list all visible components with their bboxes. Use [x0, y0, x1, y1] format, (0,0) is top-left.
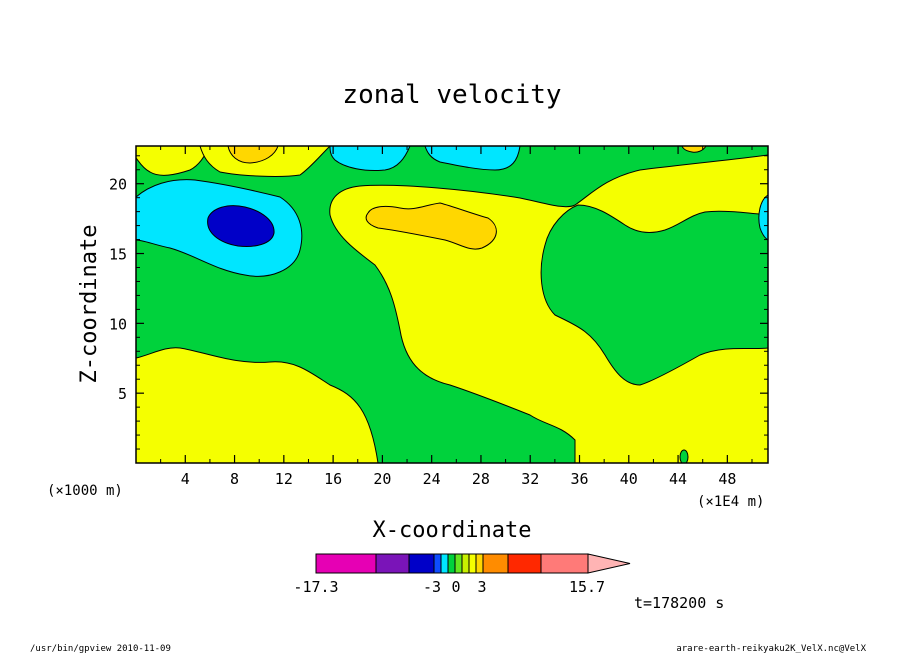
y-tick-label: 10 — [109, 315, 127, 333]
colorbar-segment — [475, 553, 484, 574]
colorbar-segment — [468, 553, 477, 574]
y-ticks: 5 10 15 20 — [109, 155, 768, 450]
colorbar-segment — [440, 553, 449, 574]
colorbar-segment — [507, 553, 542, 574]
x-tick-label: 32 — [521, 470, 539, 488]
x-unit-left: (×1000 m) — [47, 483, 123, 499]
footer-left: /usr/bin/gpview 2010-11-09 — [30, 644, 171, 654]
colorbar-label: 15.7 — [569, 578, 605, 596]
y-tick-label: 20 — [109, 176, 127, 194]
colorbar-segment — [482, 553, 509, 574]
x-tick-label: 48 — [718, 470, 736, 488]
x-axis-label: X-coordinate — [373, 518, 532, 543]
footer-right: arare-earth-reikyaku2K_VelX.nc@VelX — [676, 644, 866, 654]
x-tick-label: 20 — [373, 470, 391, 488]
y-tick-label: 5 — [118, 385, 127, 403]
colorbar-label: -3 — [423, 578, 441, 596]
colorbar-segment — [315, 553, 377, 574]
colorbar — [315, 553, 631, 574]
y-tick-label: 15 — [109, 246, 127, 264]
x-tick-label: 16 — [324, 470, 342, 488]
colorbar-label: -17.3 — [293, 578, 338, 596]
region-orange-top — [227, 146, 279, 164]
region-orange-topright — [681, 146, 707, 153]
colorbar-labels: -17.3 -3 0 3 15.7 — [293, 578, 605, 596]
colorbar-label: 0 — [451, 578, 460, 596]
x-tick-label: 4 — [181, 470, 190, 488]
region-cyan-top2 — [424, 146, 521, 171]
colorbar-segment — [540, 553, 589, 574]
colorbar-segment — [461, 553, 470, 574]
x-unit-right: (×1E4 m) — [697, 494, 764, 510]
colorbar-segment — [375, 553, 410, 574]
region-yellow-top — [136, 146, 211, 176]
region-cyan-top1 — [329, 146, 411, 171]
region-green-spot — [679, 449, 689, 463]
time-label: t=178200 s — [634, 594, 724, 612]
x-tick-label: 12 — [275, 470, 293, 488]
colorbar-segment — [433, 553, 442, 574]
colorbar-segment — [408, 553, 435, 574]
x-tick-label: 40 — [620, 470, 638, 488]
colorbar-label: 3 — [477, 578, 486, 596]
x-tick-label: 28 — [472, 470, 490, 488]
region-orange-middle — [365, 202, 497, 250]
x-tick-label: 24 — [423, 470, 441, 488]
colorbar-arrow — [587, 553, 631, 574]
x-tick-label: 8 — [230, 470, 239, 488]
y-axis-label: Z-coordinate — [77, 225, 102, 384]
colorbar-segment — [447, 553, 456, 574]
plot-frame — [135, 145, 769, 464]
x-ticks: 4 8 12 16 20 24 28 32 36 40 44 48 — [160, 146, 753, 488]
x-tick-label: 36 — [570, 470, 588, 488]
colorbar-segment — [454, 553, 463, 574]
region-cyan-right — [758, 194, 768, 241]
region-blue — [207, 205, 275, 247]
x-tick-label: 44 — [669, 470, 687, 488]
chart-title: zonal velocity — [342, 80, 561, 110]
